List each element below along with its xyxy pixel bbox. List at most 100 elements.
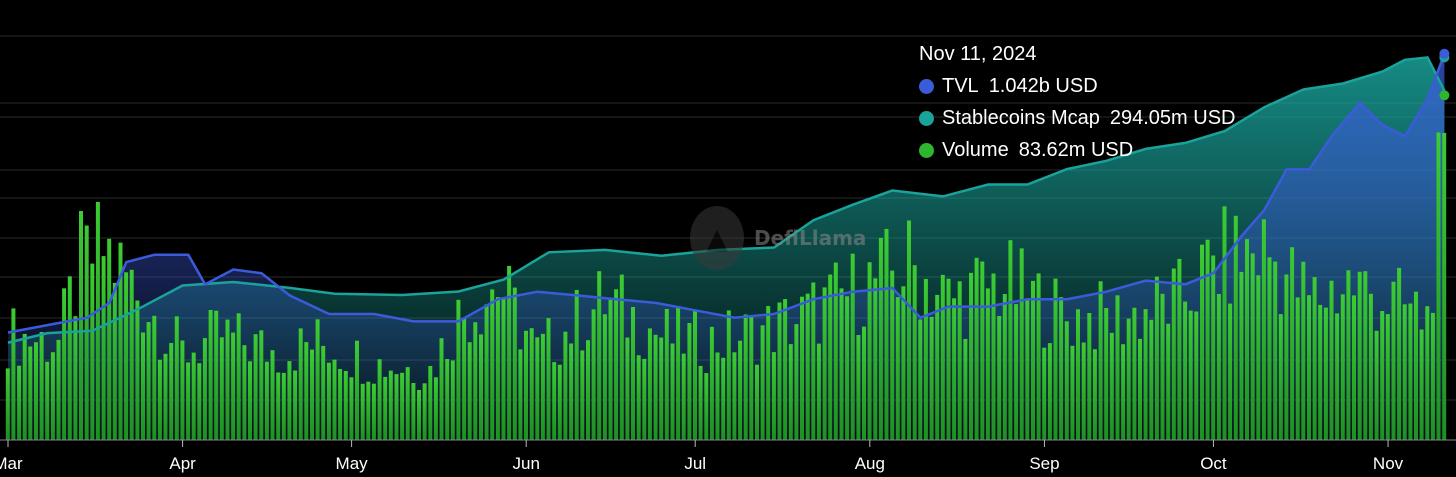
volume-bar [293, 370, 298, 440]
volume-bar [1132, 307, 1137, 440]
volume-bar [991, 273, 996, 440]
volume-bar [524, 330, 528, 440]
volume-bar [388, 370, 393, 440]
volume-bar [428, 366, 433, 440]
volume-bar [597, 271, 602, 440]
volume-bar [1261, 219, 1266, 440]
volume-bar [704, 373, 709, 440]
volume-bar [129, 269, 134, 440]
volume-bar [1391, 281, 1396, 440]
volume-bar [1374, 330, 1379, 440]
watermark: ▲ DefiLlama [690, 206, 866, 270]
tooltip-row-stablecoins: Stablecoins Mcap 294.05m USD [919, 102, 1236, 134]
volume-bar [800, 296, 804, 440]
volume-bar [1008, 240, 1013, 440]
volume-end-dot [1439, 90, 1450, 101]
volume-bar [771, 352, 776, 440]
volume-bar [253, 334, 258, 440]
volume-bar [1036, 273, 1041, 440]
volume-bar [462, 318, 467, 440]
volume-bar [997, 316, 1002, 440]
volume-bar [698, 365, 703, 440]
volume-bar [1031, 280, 1035, 440]
volume-bar [755, 364, 759, 440]
volume-bar [456, 299, 461, 440]
volume-bar [501, 298, 506, 440]
volume-bar [1239, 271, 1244, 440]
volume-bar [709, 326, 714, 440]
volume-bar [39, 332, 44, 440]
volume-bar [760, 325, 765, 440]
volume-bar [507, 265, 512, 440]
volume-bar [73, 316, 78, 440]
tooltip-value: 294.05m USD [1109, 107, 1236, 129]
tvl-line [7, 53, 1446, 334]
volume-bar [642, 358, 647, 440]
volume-bar [935, 294, 940, 440]
volume-bar [715, 352, 720, 440]
volume-bar [1402, 304, 1407, 440]
volume-bar [270, 350, 275, 440]
volume-bar [1064, 321, 1069, 440]
volume-bar [721, 357, 726, 440]
volume-bar [84, 225, 89, 440]
volume-bar [1216, 294, 1221, 440]
volume-bar [580, 350, 585, 440]
volume-bar [118, 242, 123, 440]
volume-bar [619, 274, 624, 440]
x-tick-label: Sep [1029, 454, 1059, 473]
volume-bar [1363, 271, 1368, 440]
volume-bar [11, 308, 16, 440]
volume-bar [907, 220, 911, 440]
volume-bar [980, 261, 985, 440]
volume-bar [833, 262, 838, 440]
volume-bar [208, 310, 213, 440]
volume-bar [816, 343, 821, 440]
volume-bar [659, 337, 664, 440]
volume-bar [1115, 295, 1120, 440]
volume-bar [1070, 345, 1075, 440]
volume-bar [664, 308, 669, 440]
volume-bar [377, 359, 382, 440]
tooltip-row-volume: Volume 83.62m USD [919, 134, 1236, 166]
volume-bar [591, 309, 596, 440]
volume-bar [929, 316, 934, 440]
volume-bar [1121, 344, 1126, 440]
volume-bar [62, 288, 67, 440]
volume-bar [180, 340, 185, 440]
volume-bar [940, 274, 945, 440]
volume-bar [1245, 239, 1249, 440]
volume-bar [687, 323, 692, 440]
volume-bar [1098, 281, 1103, 440]
series-lines [7, 53, 1446, 344]
volume-bar [1312, 277, 1317, 440]
volume-bar [202, 338, 207, 440]
volume-bar [1436, 132, 1441, 440]
volume-bar [1346, 270, 1351, 440]
volume-bar [1081, 342, 1086, 440]
x-tick-label: Oct [1200, 454, 1227, 473]
volume-bar [1408, 303, 1413, 440]
volume-bar [738, 340, 743, 440]
x-tick-label: Aug [855, 454, 885, 473]
volume-bar [360, 383, 365, 440]
volume-bar [259, 330, 264, 440]
volume-bar [540, 333, 545, 440]
volume-bar [225, 319, 230, 440]
volume-bar [777, 302, 782, 440]
volume-bar [726, 310, 731, 440]
volume-bar [394, 374, 399, 440]
volume-bar [805, 293, 810, 440]
volume-bar [321, 345, 326, 440]
volume-bar [569, 343, 574, 440]
volume-bar [231, 332, 236, 440]
volume-bar [856, 335, 861, 440]
volume-bar [417, 390, 421, 440]
volume-bar [1194, 311, 1199, 440]
x-tick-label: Jun [513, 454, 540, 473]
volume-bar [22, 333, 27, 440]
volume-bar [197, 363, 202, 440]
volume-bar [845, 296, 850, 440]
volume-bar [371, 383, 376, 440]
